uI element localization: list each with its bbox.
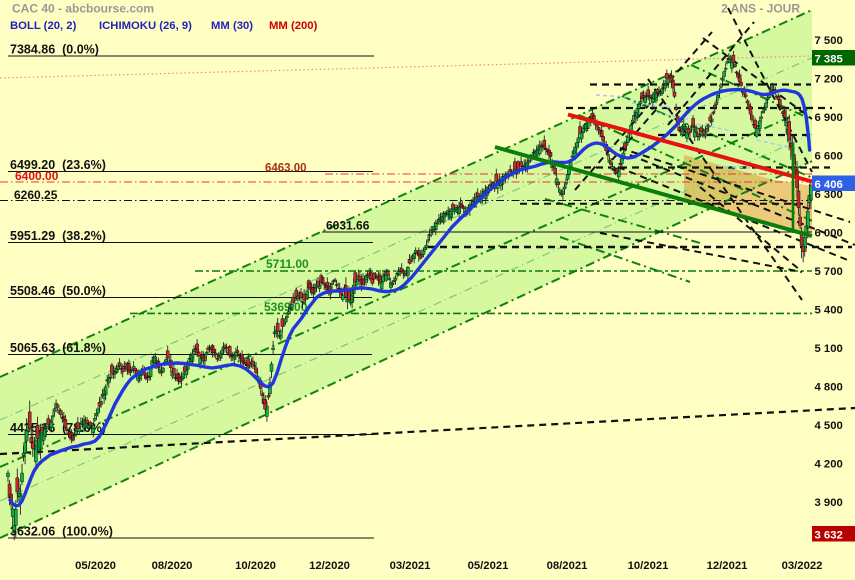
svg-text:5 100: 5 100 xyxy=(815,343,843,355)
svg-text:05/2020: 05/2020 xyxy=(75,560,116,572)
svg-text:2 ANS - JOUR: 2 ANS - JOUR xyxy=(721,2,800,16)
svg-text:12/2021: 12/2021 xyxy=(707,560,748,572)
svg-text:03/2021: 03/2021 xyxy=(390,560,431,572)
svg-text:7 200: 7 200 xyxy=(815,74,843,86)
svg-text:4 800: 4 800 xyxy=(815,382,843,394)
svg-text:6 000: 6 000 xyxy=(815,228,843,240)
svg-text:08/2021: 08/2021 xyxy=(547,560,588,572)
svg-text:12/2020: 12/2020 xyxy=(309,560,350,572)
svg-text:10/2021: 10/2021 xyxy=(628,560,669,572)
svg-text:4 500: 4 500 xyxy=(815,420,843,432)
svg-text:10/2020: 10/2020 xyxy=(235,560,276,572)
svg-text:6 300: 6 300 xyxy=(815,189,843,201)
svg-text:5 700: 5 700 xyxy=(815,266,843,278)
svg-text:7 500: 7 500 xyxy=(815,35,843,47)
svg-text:5 400: 5 400 xyxy=(815,305,843,317)
svg-text:5951.29 (38.2%): 5951.29 (38.2%) xyxy=(10,229,106,243)
svg-text:03/2022: 03/2022 xyxy=(782,560,823,572)
svg-text:6031.66: 6031.66 xyxy=(326,219,370,233)
svg-text:6 900: 6 900 xyxy=(815,112,843,124)
svg-text:08/2020: 08/2020 xyxy=(152,560,193,572)
svg-text:ICHIMOKU (26, 9): ICHIMOKU (26, 9) xyxy=(99,20,192,32)
svg-text:5369.00: 5369.00 xyxy=(264,300,308,314)
svg-text:3 900: 3 900 xyxy=(815,497,843,509)
svg-text:6400.00: 6400.00 xyxy=(15,169,59,183)
svg-text:MM (30): MM (30) xyxy=(211,20,253,32)
svg-text:6 406: 6 406 xyxy=(815,179,843,191)
svg-text:MM (200): MM (200) xyxy=(269,20,318,32)
svg-text:6463.00: 6463.00 xyxy=(265,163,307,175)
svg-text:BOLL (20, 2): BOLL (20, 2) xyxy=(10,20,77,32)
svg-text:4 200: 4 200 xyxy=(815,459,843,471)
svg-text:5508.46 (50.0%): 5508.46 (50.0%) xyxy=(10,284,106,298)
svg-text:6 600: 6 600 xyxy=(815,151,843,163)
svg-text:3632.06 (100.0%): 3632.06 (100.0%) xyxy=(10,525,113,539)
svg-text:7384.86 (0.0%): 7384.86 (0.0%) xyxy=(10,43,99,57)
svg-text:6260.25: 6260.25 xyxy=(14,188,58,202)
svg-text:3 632: 3 632 xyxy=(815,529,843,541)
svg-text:CAC 40 - abcbourse.com: CAC 40 - abcbourse.com xyxy=(12,2,154,16)
svg-text:5711.00: 5711.00 xyxy=(266,257,309,271)
svg-text:05/2021: 05/2021 xyxy=(468,560,509,572)
svg-text:5065.63 (61.8%): 5065.63 (61.8%) xyxy=(10,341,106,355)
svg-text:6499.20 (23.6%): 6499.20 (23.6%) xyxy=(10,158,106,172)
svg-text:7 385: 7 385 xyxy=(815,53,843,65)
